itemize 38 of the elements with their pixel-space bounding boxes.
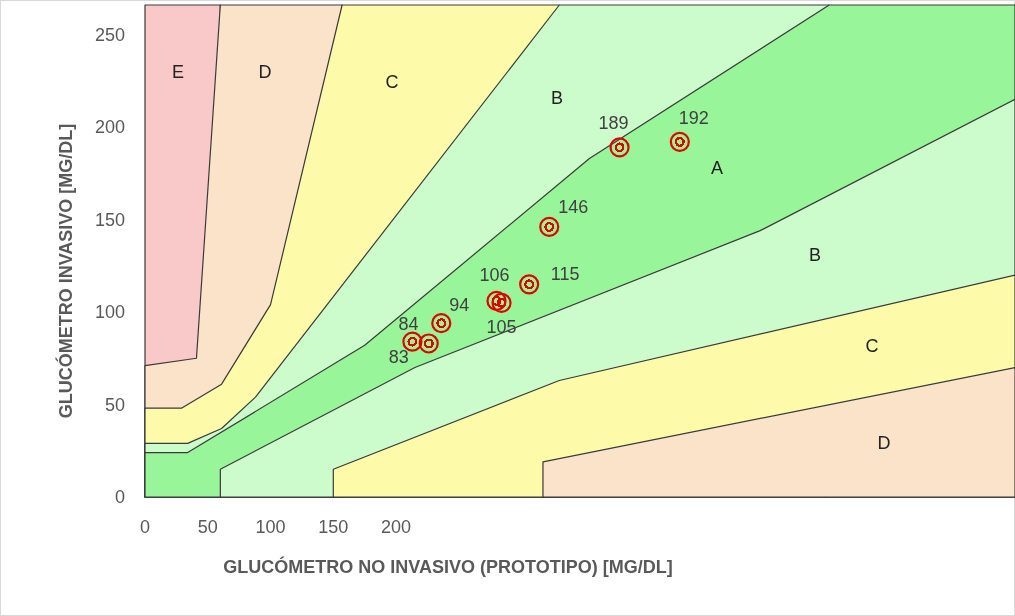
data-label: 105 xyxy=(486,316,517,337)
annotation: C xyxy=(385,72,399,92)
y-tick-label: 50 xyxy=(104,394,125,415)
data-label: 106 xyxy=(479,264,510,285)
point xyxy=(519,274,540,295)
data-label: 94 xyxy=(449,295,470,316)
data-label: 83 xyxy=(388,347,409,368)
point xyxy=(609,137,630,158)
x-tick-label: 200 xyxy=(381,517,412,537)
point xyxy=(418,333,439,354)
y-tick-label: 150 xyxy=(94,209,125,230)
annotation: E xyxy=(171,62,185,82)
annotation: A xyxy=(710,158,724,178)
point xyxy=(431,313,452,334)
data-label: 84 xyxy=(398,313,419,334)
point xyxy=(539,216,560,238)
annotation: D xyxy=(877,433,891,453)
y-tick-label: 0 xyxy=(114,487,125,507)
data-label: 192 xyxy=(678,107,709,128)
annotation: B xyxy=(808,245,822,265)
x-axis-title: GLUCÓMETRO NO INVASIVO (PROTOTIPO) [MG/DL] xyxy=(223,556,673,577)
annotation: B xyxy=(550,88,564,108)
data-label: 189 xyxy=(598,113,629,134)
x-tick-label: 100 xyxy=(255,517,286,537)
y-tick-label: 100 xyxy=(94,302,125,323)
data-label: 115 xyxy=(550,264,580,285)
annotation: D xyxy=(258,62,272,82)
annotation: C xyxy=(865,336,879,356)
y-tick-label: 200 xyxy=(94,117,125,138)
point xyxy=(491,292,512,313)
x-tick-label: 50 xyxy=(197,517,218,537)
data-label: 146 xyxy=(558,196,589,217)
x-tick-label: 150 xyxy=(318,517,349,537)
x-tick-label: 0 xyxy=(139,517,151,537)
y-tick-label: 250 xyxy=(94,24,125,45)
y-axis-title: GLUCÓMETRO INVASIVO [MG/DL] xyxy=(55,123,76,419)
point xyxy=(669,131,690,152)
point xyxy=(402,331,423,352)
